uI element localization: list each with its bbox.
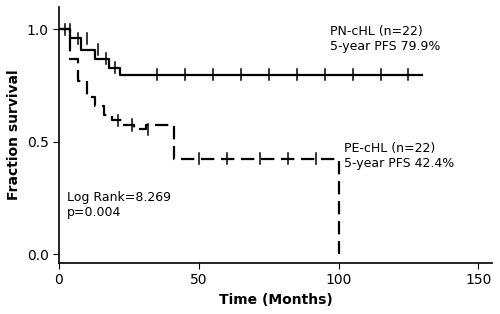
Text: PN-cHL (n=22)
5-year PFS 79.9%: PN-cHL (n=22) 5-year PFS 79.9% <box>330 25 440 53</box>
Text: Log Rank=8.269
p=0.004: Log Rank=8.269 p=0.004 <box>68 191 172 219</box>
Y-axis label: Fraction survival: Fraction survival <box>7 70 21 200</box>
X-axis label: Time (Months): Time (Months) <box>219 293 332 307</box>
Text: PE-cHL (n=22)
5-year PFS 42.4%: PE-cHL (n=22) 5-year PFS 42.4% <box>344 142 455 170</box>
